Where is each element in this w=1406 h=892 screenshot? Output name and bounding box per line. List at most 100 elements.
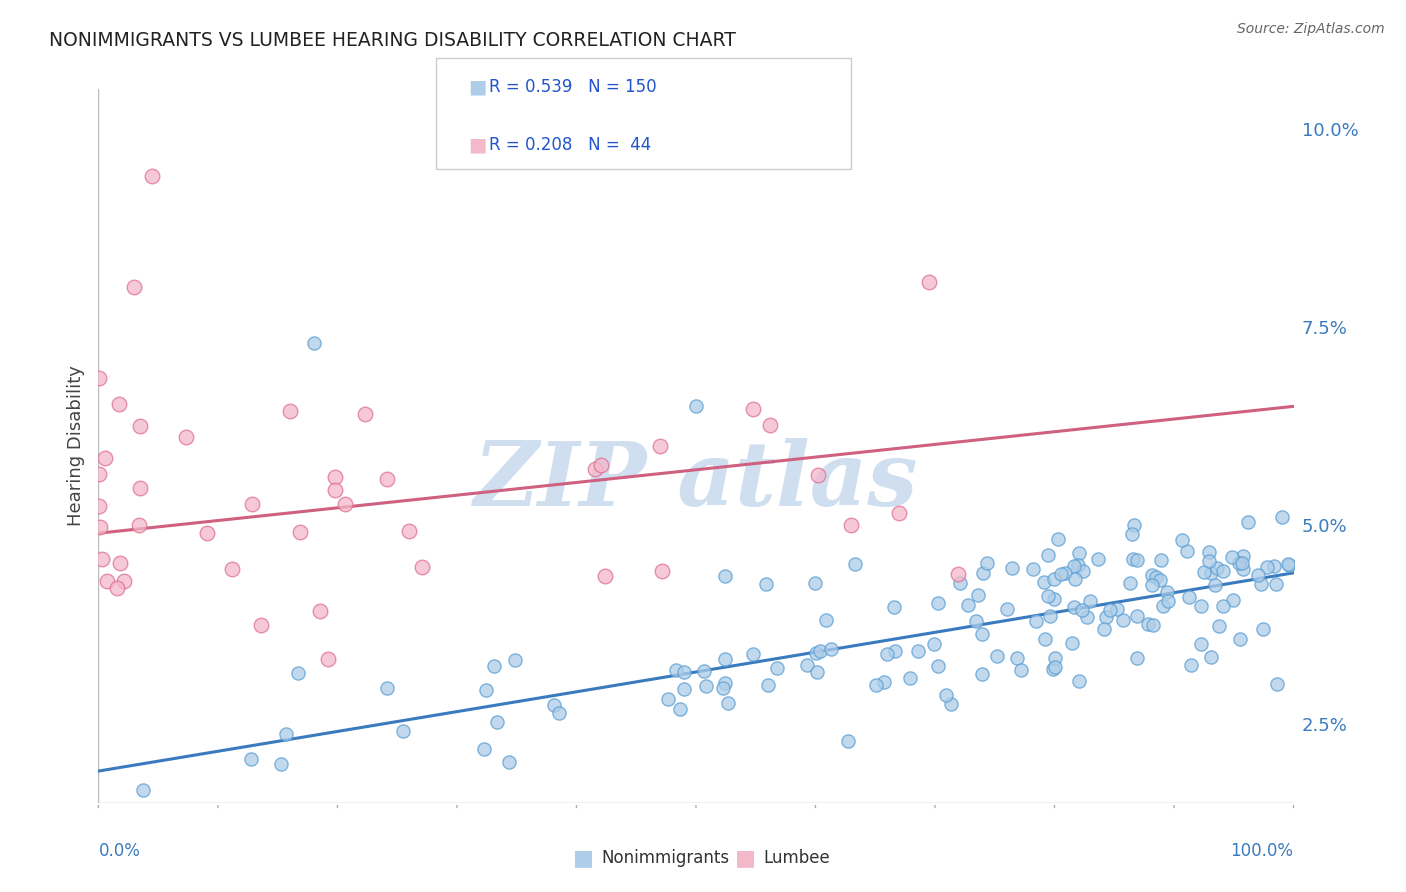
Point (685, 400, 707, 414)
Point (935, 688, 957, 702)
Point (1001, 561, 1024, 575)
Point (1222, 592, 1244, 607)
Point (141, 169, 163, 184)
Point (377, 681, 399, 695)
Point (318, 652, 340, 666)
Point (1126, 650, 1149, 665)
Y-axis label: Hearing Disability: Hearing Disability (66, 366, 84, 526)
Point (1212, 564, 1234, 578)
Point (1263, 558, 1285, 573)
Point (1229, 632, 1251, 646)
Point (1069, 546, 1091, 560)
Point (927, 596, 949, 610)
Point (398, 524, 420, 538)
Point (917, 276, 939, 290)
Point (1033, 575, 1056, 590)
Point (946, 566, 969, 581)
Point (648, 439, 672, 453)
Point (270, 757, 292, 772)
Point (1199, 566, 1222, 580)
Point (1142, 618, 1164, 632)
Point (1126, 608, 1149, 623)
Point (583, 462, 606, 476)
Point (1063, 572, 1085, 586)
Point (1142, 578, 1164, 592)
Point (486, 714, 509, 729)
Point (1112, 613, 1135, 627)
Point (766, 661, 789, 675)
Point (714, 676, 737, 690)
Point (89, 520, 111, 534)
Point (1067, 558, 1090, 572)
Point (87, 467, 110, 481)
Point (1087, 552, 1109, 566)
Point (353, 407, 375, 421)
Point (841, 518, 863, 533)
Point (1230, 556, 1253, 570)
Point (1095, 610, 1118, 624)
Point (129, 419, 152, 434)
Point (1076, 610, 1098, 624)
Point (195, 526, 218, 541)
Text: 100.0%: 100.0% (1230, 842, 1294, 861)
Point (411, 560, 433, 574)
Point (1063, 600, 1085, 615)
Point (806, 665, 828, 679)
Point (1022, 562, 1045, 576)
Text: NONIMMIGRANTS VS LUMBEE HEARING DISABILITY CORRELATION CHART: NONIMMIGRANTS VS LUMBEE HEARING DISABILI… (49, 31, 737, 50)
Point (922, 637, 945, 651)
Point (333, 497, 356, 511)
Point (820, 642, 842, 657)
Point (669, 702, 692, 716)
Point (1039, 609, 1062, 624)
Point (1265, 677, 1288, 691)
Point (927, 658, 949, 673)
Point (129, 481, 152, 495)
Text: 0.0%: 0.0% (98, 842, 141, 861)
Point (239, 752, 262, 766)
Point (716, 696, 738, 710)
Point (1050, 567, 1073, 582)
Point (91, 551, 114, 566)
Point (1277, 558, 1299, 572)
Point (1098, 603, 1121, 617)
Point (807, 468, 830, 483)
Point (972, 566, 994, 580)
Point (1054, 566, 1077, 580)
Point (472, 741, 495, 756)
Point (124, 280, 146, 294)
Point (657, 691, 679, 706)
Point (323, 483, 346, 498)
Point (280, 403, 302, 417)
Point (966, 589, 988, 603)
Point (1144, 570, 1167, 584)
Point (756, 678, 779, 692)
Point (1180, 657, 1202, 672)
Point (711, 681, 734, 695)
Point (1220, 550, 1243, 565)
Point (1232, 561, 1254, 575)
Point (274, 727, 297, 741)
Point (1010, 663, 1032, 677)
Point (375, 472, 398, 486)
Point (970, 626, 993, 640)
Point (1092, 623, 1115, 637)
Point (872, 675, 894, 690)
Point (907, 644, 929, 658)
Point (1119, 575, 1142, 590)
Point (965, 614, 987, 628)
Point (970, 667, 993, 681)
Point (1043, 659, 1066, 673)
Point (94, 451, 117, 466)
Point (1152, 599, 1174, 614)
Point (323, 470, 346, 484)
Point (1067, 674, 1090, 689)
Point (939, 697, 962, 711)
Point (837, 734, 859, 748)
Point (1251, 622, 1274, 636)
Point (87, 371, 110, 385)
Text: R = 0.539   N = 150: R = 0.539 N = 150 (489, 78, 657, 96)
Point (889, 506, 911, 520)
Point (815, 613, 838, 627)
Point (1157, 594, 1180, 608)
